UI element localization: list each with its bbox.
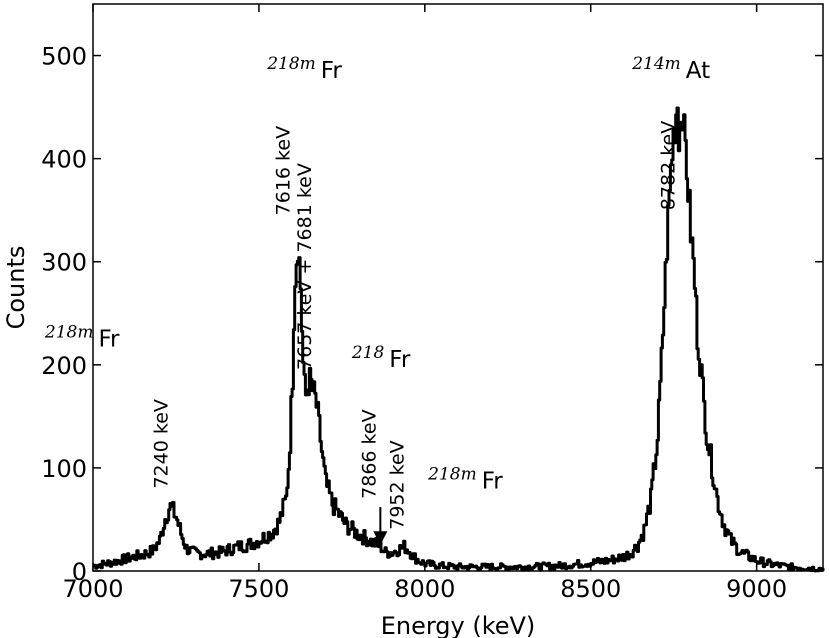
y-tick-label: 500 [41, 43, 87, 71]
arrow-head [373, 531, 388, 546]
isotope-mass: 218m [266, 54, 316, 74]
energy-annotation: 7616 keV [272, 126, 294, 215]
isotope-symbol: Fr [98, 326, 120, 352]
isotope-mass: 214m [631, 54, 681, 74]
tick-labels: 7000 7500 8000 8500 9000 0 100 200 300 400 500 [41, 43, 787, 603]
plot-frame [92, 3, 824, 572]
y-tick-label: 0 [72, 558, 87, 586]
y-tick-label: 100 [41, 455, 87, 483]
y-tick-label: 300 [41, 249, 87, 277]
x-axis-label: Energy (keV) [381, 612, 536, 638]
isotope-label: 214m At [631, 54, 710, 84]
isotope-symbol: Fr [389, 347, 411, 373]
isotope-label: 218m Fr [266, 54, 342, 84]
y-tick-label: 200 [41, 352, 87, 380]
spectrum-line [92, 106, 825, 573]
isotope-label: 218m Fr [44, 322, 120, 352]
isotope-symbol: Fr [482, 469, 504, 495]
x-tick-label: 7500 [228, 575, 289, 603]
isotope-mass: 218m [427, 465, 477, 485]
energy-annotation: 7240 keV [151, 399, 173, 488]
isotope-label: 218m Fr [427, 465, 503, 495]
y-axis-label: Counts [2, 246, 30, 330]
x-tick-label: 8000 [394, 575, 455, 603]
energy-annotation: 7952 keV [386, 440, 408, 529]
axis-ticks [92, 4, 823, 572]
isotope-mass: 218 [351, 343, 385, 363]
energy-annotation: 7866 keV [359, 409, 381, 498]
x-tick-label: 8500 [560, 575, 621, 603]
x-tick-label: 7000 [62, 575, 123, 603]
x-tick-label: 9000 [726, 575, 787, 603]
isotope-label: 218 Fr [351, 343, 411, 373]
annotations: 7240 keV 7616 keV 7657 keV + 7681 keV 7866 … [44, 54, 710, 530]
y-tick-label: 400 [41, 146, 87, 174]
energy-annotation: 7657 keV + 7681 keV [294, 163, 316, 370]
isotope-symbol: At [686, 58, 710, 84]
isotope-mass: 218m [44, 322, 94, 342]
isotope-symbol: Fr [321, 58, 343, 84]
arrow [373, 507, 388, 546]
